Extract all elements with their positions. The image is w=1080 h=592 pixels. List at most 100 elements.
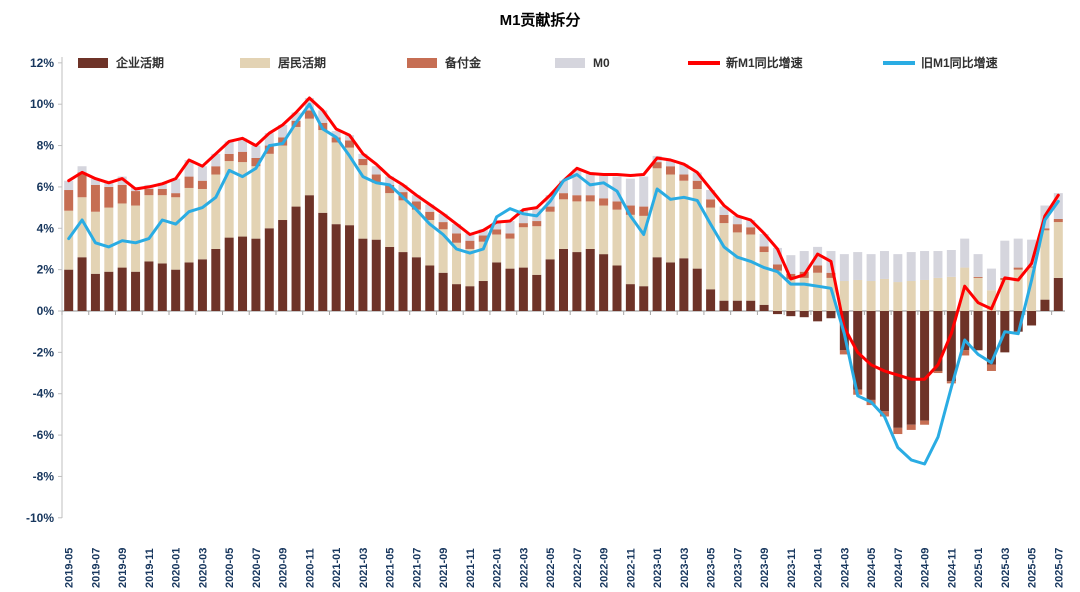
x-tick-label: 2022-05 bbox=[545, 548, 557, 588]
bar-segment-企业活期 bbox=[331, 224, 341, 311]
bar-segment-居民活期 bbox=[946, 276, 956, 311]
x-tick-label: 2020-01 bbox=[171, 548, 183, 588]
bar-segment-企业活期 bbox=[1053, 277, 1063, 311]
bar-segment-M0 bbox=[211, 153, 221, 167]
bar-segment-备付金 bbox=[639, 206, 649, 216]
x-tick-label: 2023-01 bbox=[652, 548, 664, 588]
bar-segment-企业活期 bbox=[572, 252, 582, 311]
bar-segment-M0 bbox=[572, 169, 582, 196]
bar-segment-备付金 bbox=[171, 193, 181, 198]
bar-segment-M0 bbox=[518, 209, 528, 224]
x-tick-label: 2024-09 bbox=[920, 548, 932, 588]
bar-segment-备付金 bbox=[358, 159, 368, 166]
bar-segment-居民活期 bbox=[746, 234, 756, 301]
x-tick-label: 2024-05 bbox=[866, 548, 878, 588]
bar-segment-企业活期 bbox=[438, 272, 448, 311]
bar-segment-居民活期 bbox=[171, 197, 181, 270]
bar-segment-企业活期 bbox=[144, 261, 154, 311]
bar-segment-居民活期 bbox=[492, 234, 502, 263]
bar-segment-M0 bbox=[117, 176, 127, 185]
bar-segment-M0 bbox=[371, 166, 381, 175]
bar-segment-M0 bbox=[625, 178, 635, 206]
bar-segment-M0 bbox=[933, 251, 943, 278]
bar-segment-备付金 bbox=[813, 265, 823, 273]
x-tick-label: 2022-03 bbox=[518, 548, 530, 588]
bar-segment-企业活期 bbox=[304, 195, 314, 311]
bar-segment-M0 bbox=[665, 160, 675, 167]
bar-segment-备付金 bbox=[826, 272, 836, 278]
bar-segment-企业活期 bbox=[786, 311, 796, 317]
bar-segment-居民活期 bbox=[385, 193, 395, 247]
bar-segment-企业活期 bbox=[1027, 311, 1037, 326]
legend-swatch-居民活期 bbox=[240, 58, 270, 68]
bar-segment-企业活期 bbox=[706, 289, 716, 311]
bar-segment-企业活期 bbox=[478, 281, 488, 311]
bar-segment-备付金 bbox=[679, 174, 689, 181]
bar-segment-M0 bbox=[478, 229, 488, 236]
bar-segment-居民活期 bbox=[986, 290, 996, 311]
bar-segment-企业活期 bbox=[772, 311, 782, 315]
bar-segment-居民活期 bbox=[251, 166, 261, 239]
bar-segment-企业活期 bbox=[933, 311, 943, 371]
bar-segment-M0 bbox=[1053, 193, 1063, 219]
bar-segment-备付金 bbox=[104, 186, 114, 208]
bar-segment-居民活期 bbox=[973, 277, 983, 311]
bar-segment-备付金 bbox=[184, 176, 194, 188]
legend-label: 旧M1同比增速 bbox=[921, 55, 998, 70]
bar-segment-M0 bbox=[157, 182, 167, 189]
y-tick-label: -4% bbox=[33, 387, 55, 401]
bar-segment-备付金 bbox=[238, 151, 248, 163]
bar-segment-备付金 bbox=[559, 193, 568, 200]
bar-segment-M0 bbox=[438, 213, 448, 223]
bar-segment-居民活期 bbox=[224, 161, 234, 238]
x-tick-label: 2023-05 bbox=[706, 548, 718, 588]
bar-segment-备付金 bbox=[438, 222, 448, 230]
bar-segment-居民活期 bbox=[1027, 267, 1037, 311]
bar-segment-M0 bbox=[679, 164, 689, 175]
bar-segment-居民活期 bbox=[786, 278, 796, 311]
bar-segment-M0 bbox=[238, 138, 248, 152]
bar-segment-备付金 bbox=[839, 350, 849, 355]
y-tick-label: 12% bbox=[30, 56, 54, 70]
bar-segment-M0 bbox=[224, 141, 234, 154]
bar-segment-居民活期 bbox=[452, 242, 462, 285]
bar-segment-M0 bbox=[960, 238, 970, 268]
bar-segment-企业活期 bbox=[920, 311, 930, 421]
bar-segment-备付金 bbox=[264, 145, 274, 154]
bar-segment-M0 bbox=[893, 254, 903, 283]
bar-segment-企业活期 bbox=[318, 212, 328, 311]
bar-segment-M0 bbox=[759, 234, 769, 247]
legend-label: M0 bbox=[593, 56, 610, 70]
y-tick-label: 10% bbox=[30, 97, 54, 111]
bar-segment-企业活期 bbox=[585, 248, 595, 311]
bar-segment-备付金 bbox=[77, 172, 87, 198]
y-tick-label: 8% bbox=[37, 139, 55, 153]
bar-segment-企业活期 bbox=[746, 300, 756, 311]
legend-label: 新M1同比增速 bbox=[726, 55, 803, 70]
bar-segment-居民活期 bbox=[505, 238, 515, 269]
y-tick-label: -6% bbox=[33, 428, 55, 442]
bar-segment-居民活期 bbox=[826, 277, 836, 311]
bar-segment-M0 bbox=[1000, 240, 1010, 278]
bar-segment-居民活期 bbox=[759, 252, 769, 305]
x-tick-label: 2022-07 bbox=[572, 548, 584, 588]
bar-segment-M0 bbox=[452, 224, 462, 234]
bar-segment-居民活期 bbox=[679, 180, 689, 259]
bar-segment-居民活期 bbox=[612, 209, 622, 266]
bar-segment-居民活期 bbox=[799, 277, 809, 311]
bar-segment-企业活期 bbox=[371, 239, 381, 311]
bar-segment-M0 bbox=[398, 184, 408, 193]
bar-segment-企业活期 bbox=[251, 238, 261, 311]
bar-segment-居民活期 bbox=[345, 147, 355, 226]
bar-segment-M0 bbox=[599, 175, 609, 199]
bar-segment-居民活期 bbox=[1013, 269, 1023, 311]
x-tick-label: 2020-07 bbox=[251, 548, 263, 588]
bar-segment-备付金 bbox=[585, 195, 595, 202]
x-tick-label: 2021-03 bbox=[358, 548, 370, 588]
bar-segment-M0 bbox=[90, 178, 100, 185]
bar-segment-居民活期 bbox=[318, 130, 328, 213]
bar-segment-居民活期 bbox=[291, 126, 301, 207]
bar-segment-居民活期 bbox=[425, 220, 435, 266]
bar-segment-居民活期 bbox=[839, 281, 849, 311]
bar-segment-居民活期 bbox=[933, 277, 943, 311]
